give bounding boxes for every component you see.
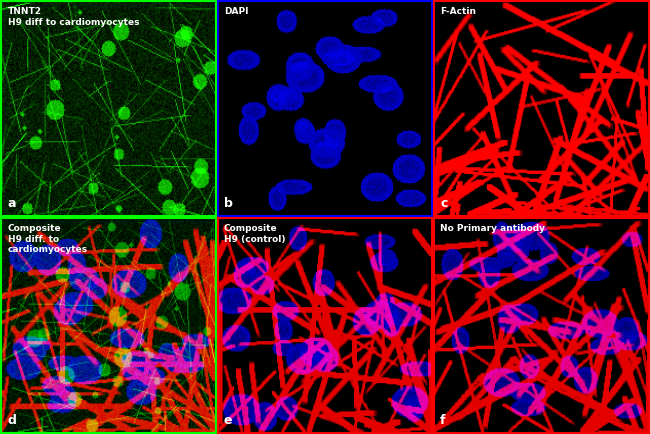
Text: DAPI: DAPI xyxy=(224,7,248,16)
Text: Composite
H9 diff. to
cardiomyocytes: Composite H9 diff. to cardiomyocytes xyxy=(8,224,88,254)
Text: Composite
H9 (control): Composite H9 (control) xyxy=(224,224,285,243)
Text: e: e xyxy=(224,414,233,427)
Text: b: b xyxy=(224,197,233,210)
Text: TNNT2
H9 diff to cardiomyocytes: TNNT2 H9 diff to cardiomyocytes xyxy=(8,7,139,27)
Text: a: a xyxy=(8,197,16,210)
Text: No Primary antibody: No Primary antibody xyxy=(440,224,545,233)
Text: c: c xyxy=(440,197,448,210)
Text: d: d xyxy=(8,414,17,427)
Text: F-Actin: F-Actin xyxy=(440,7,476,16)
Text: f: f xyxy=(440,414,446,427)
